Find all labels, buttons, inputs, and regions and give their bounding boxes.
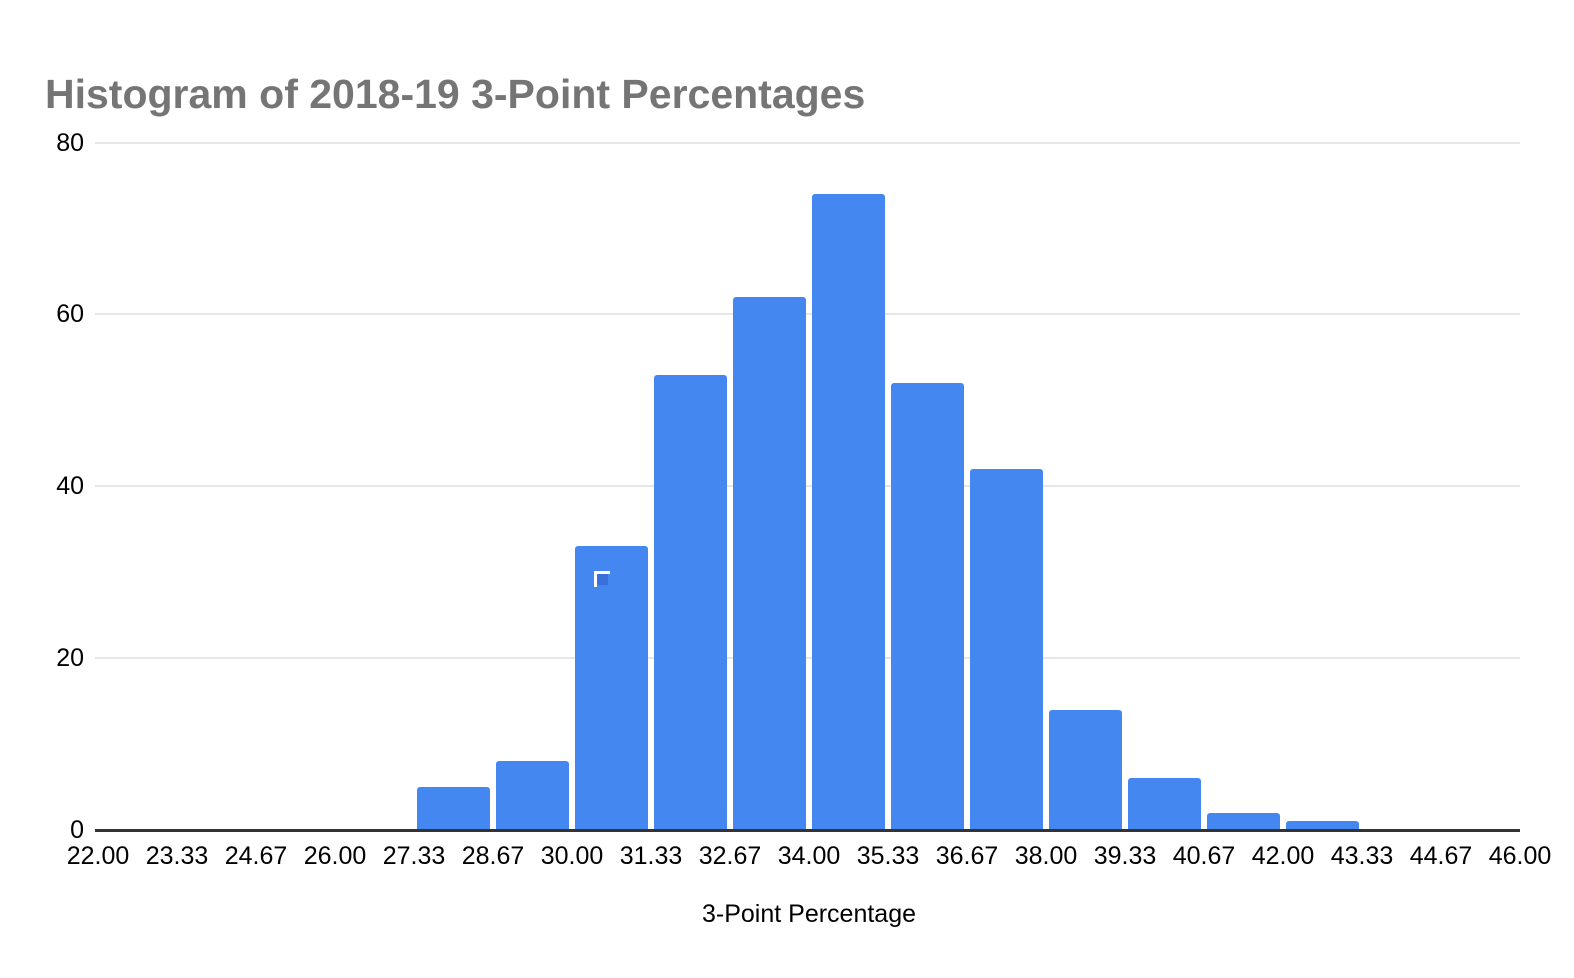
x-axis-tick-label: 26.00 <box>303 842 367 870</box>
histogram-bar-30.00[interactable] <box>575 546 648 830</box>
histogram-bar-27.33[interactable] <box>417 787 490 830</box>
histogram-bar-39.33[interactable] <box>1128 778 1201 830</box>
x-axis-tick-label: 30.00 <box>540 842 604 870</box>
x-axis-tick-label: 46.00 <box>1488 842 1552 870</box>
histogram-bar-35.33[interactable] <box>891 383 964 830</box>
y-axis-tick-label: 20 <box>56 644 84 673</box>
x-axis-tick-label: 44.67 <box>1409 842 1473 870</box>
x-axis-tick-label: 28.67 <box>461 842 525 870</box>
x-axis-line <box>95 829 1520 832</box>
x-axis-tick-label: 24.67 <box>224 842 288 870</box>
histogram-bar-34.00[interactable] <box>812 194 885 830</box>
x-axis-tick-label: 36.67 <box>935 842 999 870</box>
x-axis-tick-label: 38.00 <box>1014 842 1078 870</box>
x-axis-tick-label: 43.33 <box>1330 842 1394 870</box>
y-axis-tick-label: 80 <box>56 128 84 157</box>
histogram-bar-32.67[interactable] <box>733 297 806 830</box>
x-axis-tick-label: 42.00 <box>1251 842 1315 870</box>
bar-selection-marker-fill <box>597 574 608 586</box>
histogram-bar-40.67[interactable] <box>1207 812 1280 830</box>
x-axis-tick-label: 22.00 <box>66 842 130 870</box>
histogram-bar-28.67[interactable] <box>496 761 569 830</box>
x-axis-tick-label: 23.33 <box>145 842 209 870</box>
y-axis-tick-label: 0 <box>70 816 84 844</box>
x-axis-tick-label: 40.67 <box>1172 842 1236 870</box>
gridline-y-80 <box>95 141 1520 144</box>
bar-selection-corner-marker[interactable] <box>594 571 610 588</box>
x-axis-tick-label: 31.33 <box>619 842 683 870</box>
gridline-y-60 <box>95 313 1520 316</box>
gridline-y-20 <box>95 657 1520 660</box>
histogram-bar-38.00[interactable] <box>1049 709 1122 830</box>
histogram-bar-36.67[interactable] <box>970 469 1043 830</box>
y-axis-tick-label: 40 <box>56 472 84 501</box>
x-axis-tick-label: 27.33 <box>382 842 446 870</box>
x-axis-tick-label: 35.33 <box>856 842 920 870</box>
gridline-y-40 <box>95 485 1520 488</box>
histogram-bar-42.00[interactable] <box>1286 821 1359 830</box>
x-axis-tick-label: 34.00 <box>777 842 841 870</box>
x-axis-tick-label: 39.33 <box>1093 842 1157 870</box>
x-axis-tick-label: 32.67 <box>698 842 762 870</box>
chart-title: Histogram of 2018-19 3-Point Percentages <box>45 71 866 118</box>
histogram-bar-31.33[interactable] <box>654 374 727 830</box>
y-axis-tick-label: 60 <box>56 300 84 329</box>
x-axis-title: 3-Point Percentage <box>701 900 917 928</box>
